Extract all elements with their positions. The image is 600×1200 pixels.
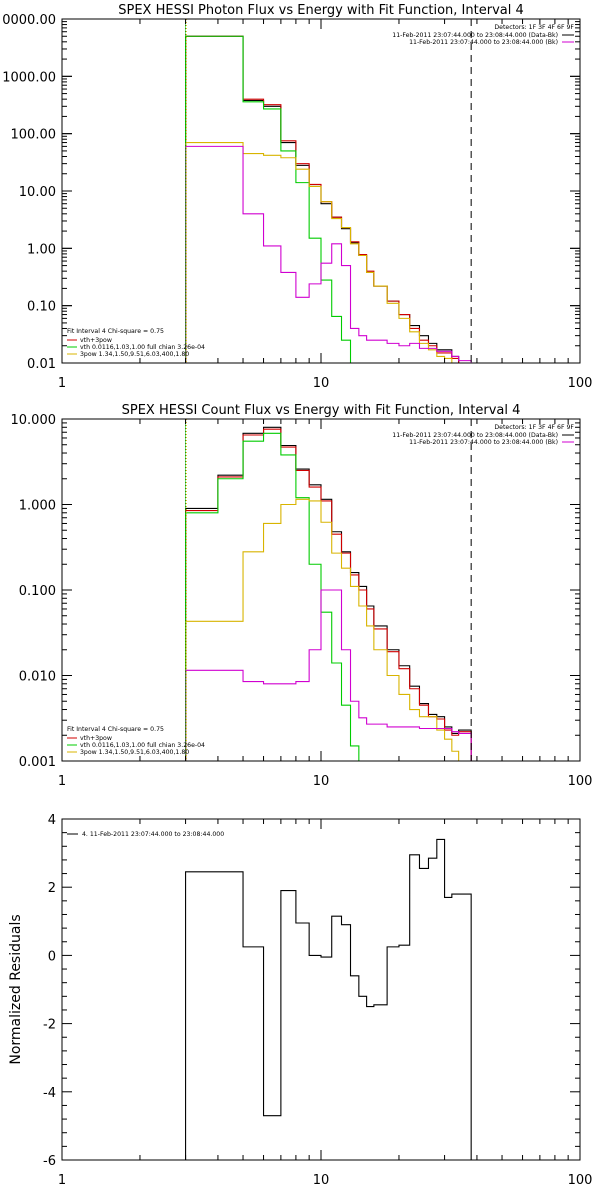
x-tick-label: 10 xyxy=(313,774,330,789)
y-tick-label: 2 xyxy=(48,881,56,896)
x-tick-label: 100 xyxy=(568,1173,593,1188)
legend-right-entry: 11-Feb-2011 23:07:44.000 to 23:08:44.000… xyxy=(392,32,558,39)
y-tick-label: 1000.00 xyxy=(2,70,56,85)
y-tick-label: 0.001 xyxy=(19,755,56,770)
y-tick-label: 0000.00 xyxy=(2,13,56,28)
residuals-chart: Normalized Residuals 1 10 100 -6 -4 -2 0 2 4 4. 11… xyxy=(8,813,593,1188)
y-tick-label: 0.10 xyxy=(27,300,56,315)
x-tick-label: 1 xyxy=(58,376,66,391)
y-tick-label: 10.00 xyxy=(19,185,56,200)
series-bk-line xyxy=(185,589,472,761)
x-tick-label: 100 xyxy=(568,774,593,789)
chart-title: SPEX HESSI Photon Flux vs Energy with Fi… xyxy=(118,3,524,18)
legend-left-entry: vth 0.0116,1.03,1.00 full chian 3.26e-04 xyxy=(80,742,205,749)
legend-left-entry: 4. 11-Feb-2011 23:07:44.000 to 23:08:44.… xyxy=(82,831,224,838)
y-tick-label: 1.000 xyxy=(19,499,56,514)
legend-right-entry: 11-Feb-2011 23:07:44.000 to 23:08:44.000… xyxy=(409,39,558,46)
y-tick-label: -2 xyxy=(43,1018,56,1033)
series-3pow-line xyxy=(185,141,472,363)
y-tick-label: 10.000 xyxy=(11,413,57,428)
series-data-bk-line xyxy=(185,35,472,363)
photon-flux-chart: SPEX HESSI Photon Flux vs Energy with Fi… xyxy=(2,3,593,391)
y-tick-label: 0.010 xyxy=(19,670,56,685)
legend-left-entry: 3pow 1.34,1.50,9.51,6.03,400,1.80 xyxy=(80,749,189,756)
x-tick-label: 10 xyxy=(313,1173,330,1188)
series-vth-line xyxy=(185,35,472,363)
y-tick-label: 4 xyxy=(48,813,56,828)
chart-title: SPEX HESSI Count Flux vs Energy with Fit… xyxy=(122,403,521,418)
detectors-label: Detectors: 1F 3F 4F 6F 9F xyxy=(494,424,574,431)
x-tick-label: 100 xyxy=(568,376,593,391)
series-residuals-line xyxy=(185,838,472,1160)
y-tick-label: -4 xyxy=(43,1086,56,1101)
series-vth-line xyxy=(185,432,472,761)
y-tick-label: 0 xyxy=(48,949,56,964)
count-flux-chart: SPEX HESSI Count Flux vs Energy with Fit… xyxy=(11,403,593,789)
series-vth-3pow-line xyxy=(185,35,472,363)
x-tick-label: 1 xyxy=(58,1173,66,1188)
legend-right-entry: 11-Feb-2011 23:07:44.000 to 23:08:44.000… xyxy=(392,432,558,439)
x-tick-label: 1 xyxy=(58,774,66,789)
series-data-bk-line xyxy=(185,426,472,761)
legend-right-entry: 11-Feb-2011 23:07:44.000 to 23:08:44.000… xyxy=(409,439,558,446)
series-3pow-line xyxy=(185,498,472,761)
legend-left-entry: vth+3pow xyxy=(80,735,112,742)
plot-frame xyxy=(61,818,581,1161)
legend-left-entry: vth+3pow xyxy=(80,337,112,344)
series-bk-line xyxy=(185,145,472,363)
fit-info-label: Fit Interval 4 Chi-square = 0.75 xyxy=(67,328,164,335)
fit-info-label: Fit Interval 4 Chi-square = 0.75 xyxy=(67,726,164,733)
y-tick-label: 1.00 xyxy=(27,242,56,257)
y-tick-label: 0.100 xyxy=(19,584,56,599)
y-tick-label: -6 xyxy=(43,1154,56,1169)
detectors-label: Detectors: 1F 3F 4F 6F 9F xyxy=(494,24,574,31)
legend-left-entry: 3pow 1.34,1.50,9.51,6.03,400,1.80 xyxy=(80,351,189,358)
series-vth-3pow-line xyxy=(185,428,472,761)
legend-left-entry: vth 0.0116,1.03,1.00 full chian 3.26e-04 xyxy=(80,344,205,351)
x-tick-label: 10 xyxy=(313,376,330,391)
y-axis-label: Normalized Residuals xyxy=(8,914,24,1064)
y-tick-label: 100.00 xyxy=(11,128,57,143)
y-tick-label: 0.01 xyxy=(27,357,56,372)
